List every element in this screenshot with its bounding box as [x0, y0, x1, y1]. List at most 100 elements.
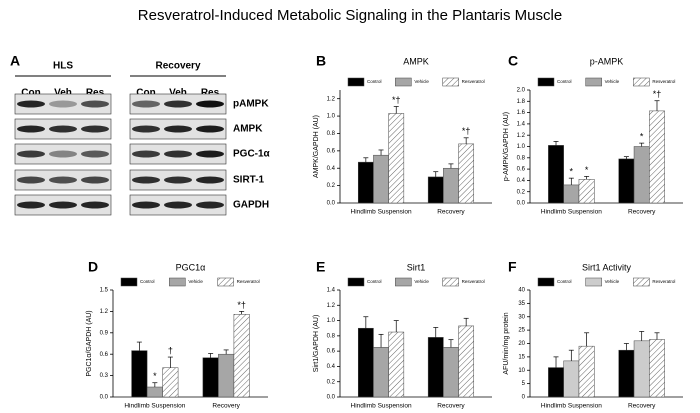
y-tick-label: 0.2 [327, 183, 336, 189]
x-tick-label: Hindlimb Suspension [541, 403, 602, 410]
blot-strip [14, 143, 112, 165]
y-tick-label: 35 [518, 301, 525, 307]
blot-band [17, 150, 45, 158]
x-tick-label: Hindlimb Suspension [541, 209, 602, 216]
legend-swatch [169, 277, 186, 287]
bar [427, 176, 444, 204]
blot-band [49, 176, 77, 184]
chart-title: Sirt1 Activity [582, 262, 632, 272]
y-tick-label: 1.8 [517, 99, 526, 105]
significance: * [640, 131, 644, 141]
x-tick-label: Recovery [212, 403, 240, 410]
bar [458, 325, 475, 398]
y-tick-label: 0.4 [327, 364, 336, 370]
blot-band [17, 201, 45, 209]
y-tick-label: 5 [522, 381, 526, 387]
x-tick-label: Recovery [437, 209, 465, 216]
bar [202, 357, 219, 398]
bar [427, 337, 444, 398]
blot-band [81, 176, 109, 184]
panel-letter: A [10, 53, 20, 69]
y-tick-label: 0.8 [517, 155, 526, 161]
lane-label: Res [201, 88, 220, 99]
panel-letter: D [88, 259, 98, 275]
blot-band [164, 201, 192, 209]
panel-letter: E [316, 259, 325, 275]
y-tick-label: 0.6 [327, 349, 336, 355]
y-tick-label: 1.0 [327, 114, 336, 120]
legend-swatch [633, 77, 650, 87]
y-tick-label: 10 [518, 368, 525, 374]
y-axis-label: Sirt1/GAPDH (AU) [313, 315, 320, 373]
lane-label: Veh [54, 88, 72, 99]
legend-label: Vehicle [188, 279, 203, 284]
legend-swatch [347, 277, 365, 287]
x-tick-label: Recovery [628, 403, 656, 410]
legend-label: Resveratrol [652, 79, 675, 84]
blot-band [132, 201, 160, 209]
significance: * [153, 371, 157, 381]
blot-band [49, 201, 77, 209]
bar [563, 184, 580, 204]
significance: * [585, 165, 589, 175]
legend-swatch [633, 277, 650, 287]
x-tick-label: Recovery [628, 209, 656, 216]
protein-label: GAPDH [233, 200, 269, 211]
blot-band [17, 176, 45, 184]
bar [578, 345, 595, 398]
bar [373, 154, 389, 204]
legend-label: Resveratrol [462, 279, 485, 284]
bar [146, 386, 163, 398]
legend-label: Control [557, 79, 572, 84]
blot-band [49, 125, 77, 133]
legend-swatch [585, 277, 602, 287]
y-tick-label: 0.2 [327, 379, 336, 385]
y-tick-label: 0.0 [327, 201, 336, 207]
legend-swatch [585, 77, 602, 87]
bar [649, 110, 665, 204]
legend-swatch [395, 277, 412, 287]
y-tick-label: 0.0 [327, 395, 336, 401]
significance: *† [653, 89, 662, 99]
bar [458, 143, 475, 204]
protein-label: SIRT-1 [233, 175, 265, 186]
legend-swatch [537, 77, 555, 87]
bar [633, 340, 650, 398]
y-tick-label: 2.0 [517, 88, 526, 94]
y-tick-label: 0.0 [100, 395, 109, 401]
y-tick-label: 25 [518, 328, 525, 334]
y-tick-label: 0 [522, 395, 526, 401]
bar [618, 349, 635, 398]
y-tick-label: 0.9 [100, 330, 109, 336]
legend-label: Control [367, 279, 382, 284]
y-tick-label: 1.4 [517, 121, 526, 127]
protein-label: PGC-1α [233, 149, 271, 160]
legend-label: Resveratrol [652, 279, 675, 284]
blot-band [17, 125, 45, 133]
y-tick-label: 0.4 [327, 166, 336, 172]
bar [373, 347, 389, 398]
legend-label: Resveratrol [237, 279, 260, 284]
y-axis-label: PGC1α/GAPDH (AU) [86, 310, 93, 376]
blot-band [81, 100, 109, 108]
blot-band [132, 176, 160, 184]
protein-label: AMPK [233, 124, 263, 135]
legend-swatch [442, 77, 459, 87]
significance: *† [392, 95, 401, 105]
bar [357, 327, 374, 398]
legend-swatch [217, 277, 234, 287]
blot-band [196, 176, 224, 184]
lane-label: Con [21, 88, 40, 99]
bar [443, 347, 459, 398]
y-tick-label: 0.3 [100, 373, 109, 379]
significance: *† [462, 126, 471, 136]
bar [388, 331, 405, 398]
bar [443, 167, 459, 204]
bar [649, 339, 665, 398]
blot-band [196, 100, 224, 108]
lane-label: Veh [169, 88, 187, 99]
y-tick-label: 20 [518, 341, 525, 347]
group-label: HLS [53, 61, 73, 72]
legend-label: Control [140, 279, 155, 284]
